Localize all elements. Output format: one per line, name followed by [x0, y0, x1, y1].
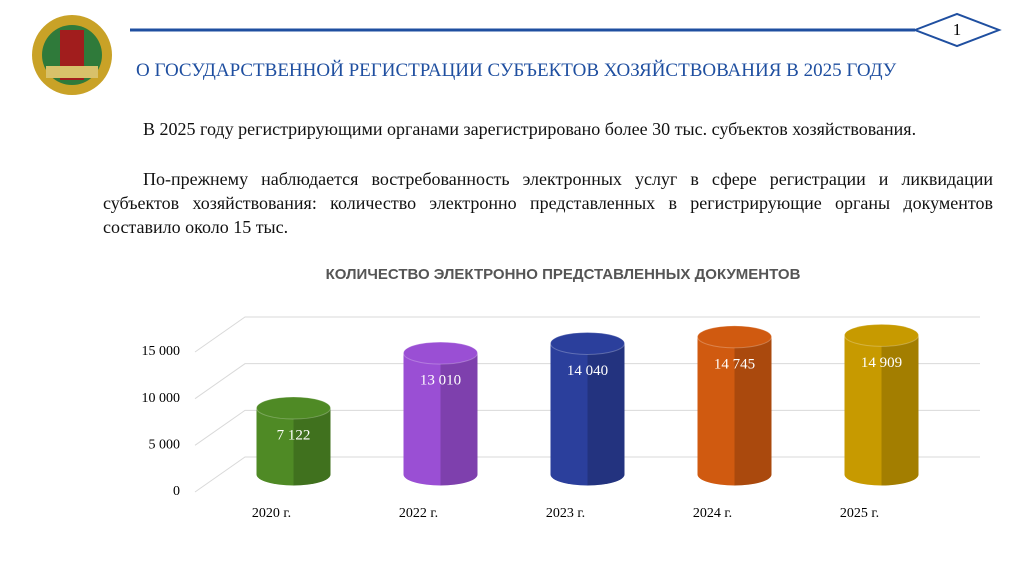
grid-line	[194, 316, 980, 353]
y-tick-label: 5 000	[149, 438, 181, 453]
x-tick-label: 2025 г.	[840, 506, 879, 521]
bar	[256, 408, 331, 486]
bar-top	[697, 325, 772, 349]
chart-title: КОЛИЧЕСТВО ЭЛЕКТРОННО ПРЕДСТАВЛЕННЫХ ДОК…	[326, 266, 801, 283]
bar-top	[550, 331, 625, 355]
bar-shade	[734, 336, 772, 486]
bar-shade	[881, 335, 919, 486]
emblem	[32, 15, 112, 95]
bar	[403, 353, 478, 486]
bar-shade	[587, 343, 625, 486]
plot: 0 5 000 10 000 15 000 7 122 2020 г. 13 010 2022…	[142, 307, 980, 521]
page-badge	[912, 12, 1002, 48]
paragraph: В 2025 году регистрирующими органами зар…	[143, 119, 917, 139]
bar-shade	[293, 408, 331, 486]
bar	[844, 335, 919, 486]
bar	[550, 343, 625, 486]
bar-top	[256, 396, 331, 420]
value-label: 14 909	[861, 355, 902, 371]
page-number: 1	[953, 20, 962, 39]
x-tick-label: 2023 г.	[546, 506, 585, 521]
paragraph: По-прежнему наблюдается востребованность…	[103, 169, 993, 237]
y-tick-label: 0	[173, 484, 180, 499]
value-label: 14 745	[714, 356, 755, 372]
value-label: 7 122	[277, 427, 311, 443]
y-tick-label: 15 000	[142, 344, 181, 359]
slide-title: О ГОСУДАРСТВЕННОЙ РЕГИСТРАЦИИ СУБЪЕКТОВ …	[136, 60, 897, 81]
bar-top	[844, 323, 919, 347]
x-tick-label: 2020 г.	[252, 506, 291, 521]
value-label: 13 010	[420, 373, 461, 389]
value-label: 14 040	[567, 363, 608, 379]
y-tick-label: 10 000	[142, 391, 181, 406]
bar-top	[403, 341, 478, 365]
bar-shade	[440, 353, 478, 486]
x-tick-label: 2024 г.	[693, 506, 732, 521]
bar	[697, 336, 772, 486]
x-tick-label: 2022 г.	[399, 506, 438, 521]
